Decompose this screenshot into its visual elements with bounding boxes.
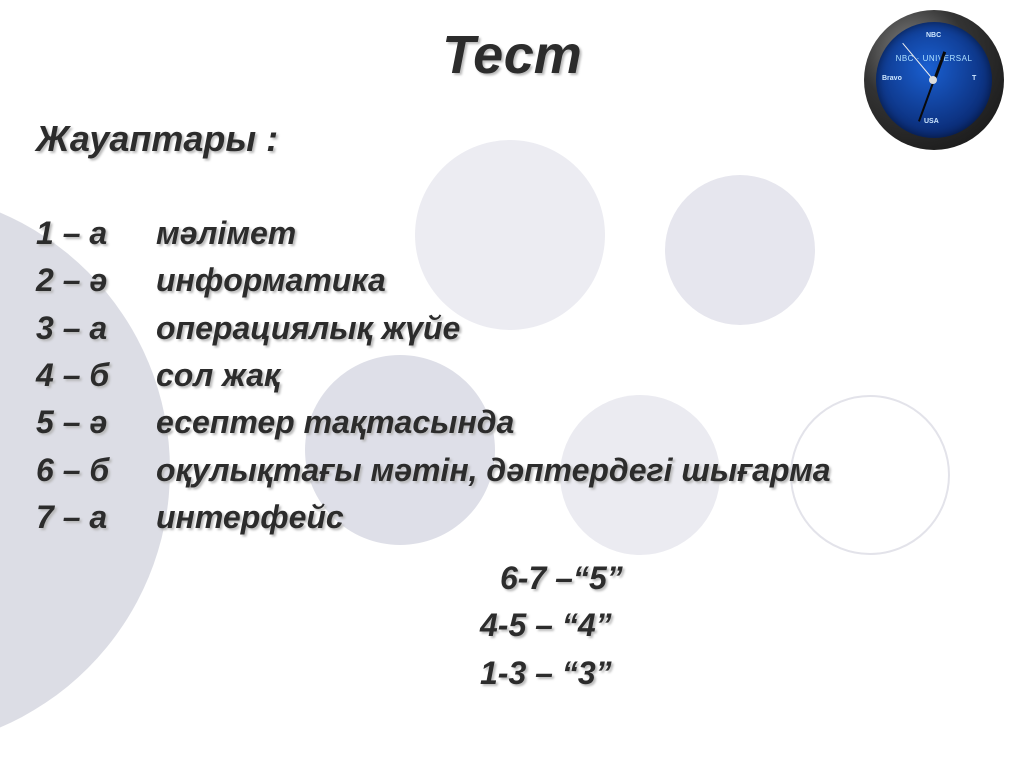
answer-row: 5 – әесептер тақтасында <box>36 399 831 446</box>
answer-row: 7 – аинтерфейс <box>36 494 831 541</box>
grading-row: 6-7 –“5” <box>480 555 623 602</box>
answer-text: сол жақ <box>156 357 280 393</box>
answer-row: 6 – боқулықтағы мәтін, дәптердегі шығарм… <box>36 447 831 494</box>
grading-scale: 6-7 –“5”4-5 – “4”1-3 – “3” <box>480 555 623 697</box>
answer-key: 5 – ә <box>36 399 156 446</box>
answers-list: 1 – амәлімет2 – әинформатика3 – аопераци… <box>36 210 831 542</box>
answer-text: операциялық жүйе <box>156 310 460 346</box>
answer-row: 3 – аоперациялық жүйе <box>36 305 831 352</box>
answer-key: 3 – а <box>36 305 156 352</box>
answer-row: 1 – амәлімет <box>36 210 831 257</box>
answer-text: есептер тақтасында <box>156 404 514 440</box>
page-title: Тест <box>0 24 1024 86</box>
grading-row: 1-3 – “3” <box>480 650 623 697</box>
answer-row: 4 – бсол жақ <box>36 352 831 399</box>
answer-key: 7 – а <box>36 494 156 541</box>
answer-text: информатика <box>156 262 386 298</box>
answer-text: оқулықтағы мәтін, дәптердегі шығарма <box>156 452 831 488</box>
answer-row: 2 – әинформатика <box>36 257 831 304</box>
answers-heading: Жауаптары : <box>36 118 278 160</box>
answer-key: 2 – ә <box>36 257 156 304</box>
answer-key: 6 – б <box>36 447 156 494</box>
grading-row: 4-5 – “4” <box>480 602 623 649</box>
answer-text: мәлімет <box>156 215 296 251</box>
clock-marker: USA <box>924 118 939 125</box>
answer-key: 1 – а <box>36 210 156 257</box>
answer-key: 4 – б <box>36 352 156 399</box>
answer-text: интерфейс <box>156 499 344 535</box>
